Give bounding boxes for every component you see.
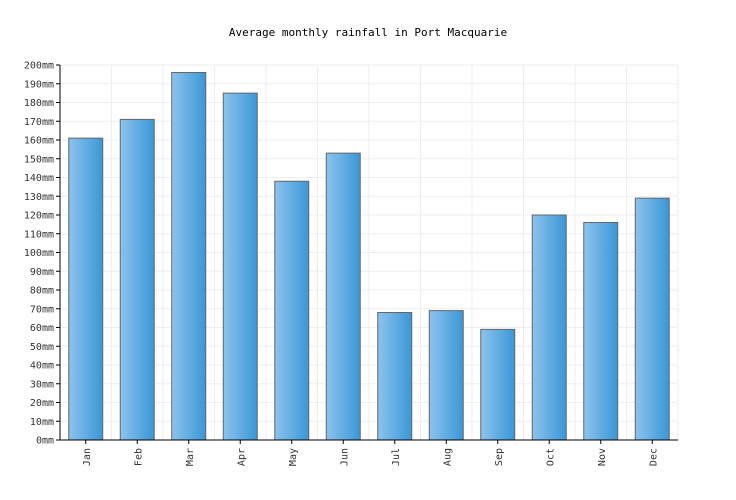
y-tick-label: 70mm <box>30 304 54 315</box>
x-tick-label: May <box>288 448 299 466</box>
bar-jan <box>68 137 104 441</box>
y-tick-label: 10mm <box>30 417 54 428</box>
bar-dec <box>634 197 670 441</box>
x-tick-label: Mar <box>185 448 196 466</box>
y-tick-label: 150mm <box>24 154 54 165</box>
bars <box>68 72 670 441</box>
x-tick-label: Dec <box>648 448 659 466</box>
bar-oct <box>531 214 567 441</box>
bar-jul <box>377 312 413 441</box>
x-tick-label: Jul <box>391 448 402 466</box>
y-tick-label: 100mm <box>24 248 54 259</box>
y-tick-label: 110mm <box>24 229 54 240</box>
y-tick-label: 60mm <box>30 323 54 334</box>
y-tick-label: 30mm <box>30 379 54 390</box>
bar-mar <box>171 72 207 441</box>
bar-nov <box>583 222 619 441</box>
y-tick-label: 170mm <box>24 117 54 128</box>
y-tick-label: 90mm <box>30 267 54 278</box>
x-tick-label: Sep <box>494 448 505 466</box>
y-tick-label: 160mm <box>24 136 54 147</box>
bar-aug <box>428 310 464 441</box>
x-tick-label: Jan <box>82 448 93 466</box>
bar-may <box>274 180 310 441</box>
y-tick-label: 0mm <box>36 436 54 447</box>
x-tick-label: Apr <box>236 448 247 466</box>
y-tick-label: 130mm <box>24 192 54 203</box>
x-tick-label: Aug <box>442 448 453 466</box>
y-tick-label: 20mm <box>30 398 54 409</box>
tick-labels: 0mm 10mm 20mm 30mm 40mm 50mm 60mm 70mm 80mm 90mm 1… <box>24 61 659 467</box>
y-tick-label: 200mm <box>24 61 54 72</box>
y-tick-label: 80mm <box>30 286 54 297</box>
y-tick-label: 140mm <box>24 173 54 184</box>
y-tick-label: 180mm <box>24 98 54 109</box>
bar-apr <box>222 92 258 441</box>
x-tick-label: Nov <box>597 448 608 466</box>
chart-title: Average monthly rainfall in Port Macquar… <box>228 26 508 39</box>
x-tick-label: Jun <box>339 448 350 466</box>
y-tick-label: 40mm <box>30 361 54 372</box>
y-tick-label: 120mm <box>24 211 54 222</box>
x-tick-label: Oct <box>545 448 556 466</box>
bar-jun <box>325 152 361 441</box>
bar-sep <box>480 328 516 441</box>
y-tick-label: 50mm <box>30 342 54 353</box>
bar-feb <box>119 118 155 441</box>
grid <box>60 64 679 440</box>
axes <box>56 64 678 444</box>
x-tick-label: Feb <box>133 448 144 466</box>
y-tick-label: 190mm <box>24 79 54 90</box>
